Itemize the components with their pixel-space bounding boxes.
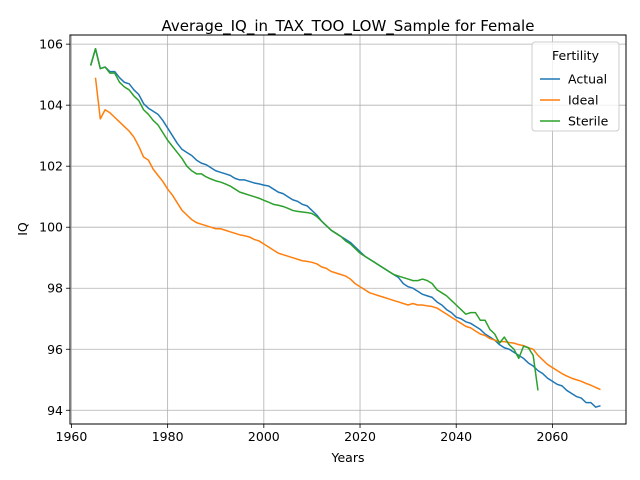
legend-label-actual: Actual	[568, 72, 607, 87]
legend-label-ideal: Ideal	[568, 93, 598, 108]
y-axis-label: IQ	[15, 222, 30, 236]
legend-frame	[531, 41, 620, 132]
y-tick-label: 106	[39, 37, 63, 52]
plot-frame	[69, 34, 627, 425]
grid	[70, 35, 626, 424]
x-tick-label: 2000	[248, 429, 280, 444]
x-axis-label: Years	[331, 450, 365, 465]
chart-title: Average_IQ_in_TAX_TOO_LOW_Sample for Fem…	[162, 17, 535, 36]
y-tick-label: 94	[47, 403, 63, 418]
x-tick-label: 2020	[344, 429, 376, 444]
legend: Fertility Actual Ideal Sterile	[531, 41, 620, 132]
y-tick-label: 102	[39, 159, 63, 174]
series-line-sterile	[89, 47, 539, 391]
x-tick-label: 1960	[56, 429, 88, 444]
x-tick-label: 2060	[537, 429, 569, 444]
series-lines	[89, 47, 601, 408]
y-tick-label: 100	[39, 220, 63, 235]
axis-ticks: 1960 1980 2000 2020 2040 2060 94 96 98 100 102 104 1…	[39, 37, 568, 444]
legend-items: Actual Ideal Sterile	[540, 72, 609, 129]
x-tick-label: 2040	[440, 429, 472, 444]
y-tick-label: 98	[47, 281, 63, 296]
y-tick-label: 96	[47, 342, 63, 357]
legend-label-sterile: Sterile	[568, 114, 609, 129]
series-line-ideal	[94, 77, 601, 391]
y-tick-label: 104	[39, 98, 63, 113]
legend-title: Fertility	[552, 48, 600, 63]
x-tick-label: 1980	[152, 429, 184, 444]
